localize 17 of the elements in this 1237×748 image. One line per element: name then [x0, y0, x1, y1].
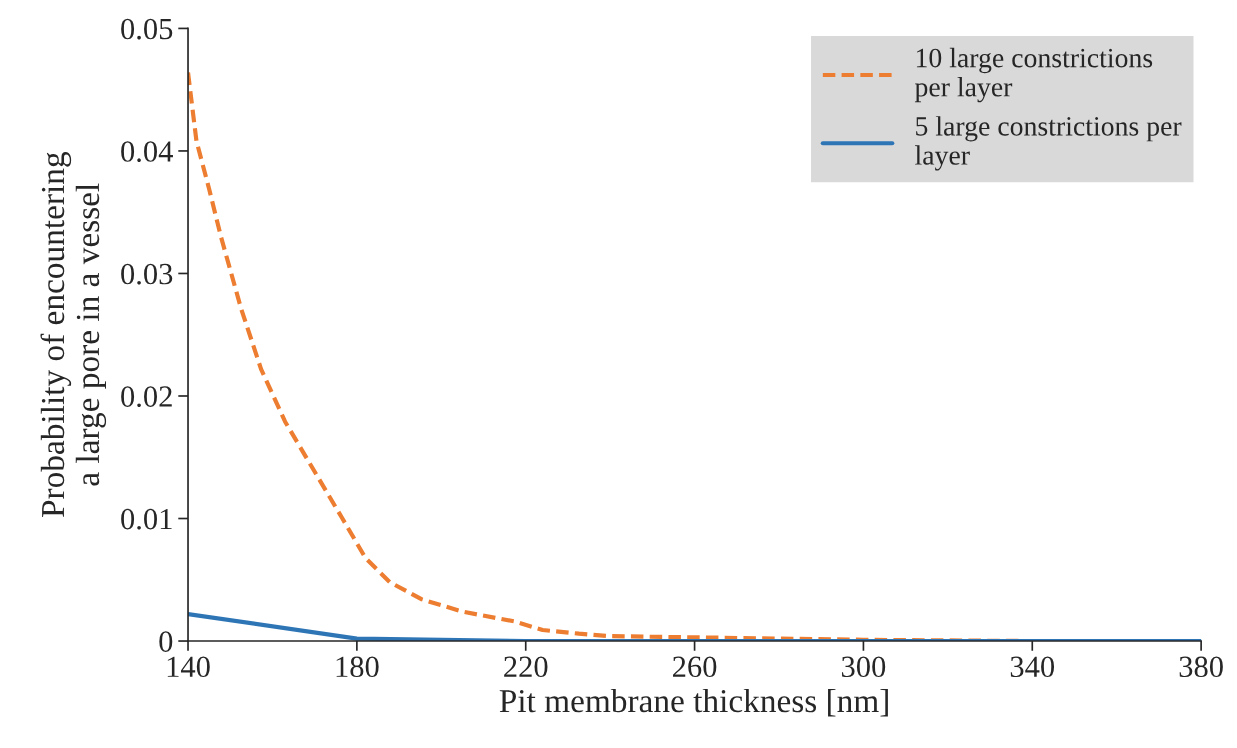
- x-axis-title: Pit membrane thickness [nm]: [499, 688, 888, 717]
- y-tick-label: 0: [159, 631, 173, 652]
- y-tick-label: 0.02: [121, 386, 172, 408]
- legend-label: 10 large constrictions per layer: [914, 47, 1153, 103]
- x-tick-label: 220: [504, 656, 548, 678]
- y-tick-label: 0.03: [121, 263, 173, 285]
- x-tick-label: 340: [1010, 656, 1055, 678]
- legend-label: 5 large constrictions per layer: [915, 116, 1182, 171]
- x-tick-label: 140: [167, 656, 210, 678]
- y-axis-title: Probability of encountering a large pore in a vessel: [40, 152, 107, 518]
- y-tick-label: 0.01: [121, 508, 172, 530]
- x-tick-label: 300: [841, 656, 886, 678]
- x-tick-label: 180: [336, 656, 379, 678]
- y-tick-label: 0.05: [121, 18, 173, 40]
- x-tick-label: 380: [1179, 656, 1223, 678]
- y-tick-label: 0.04: [121, 141, 173, 162]
- x-tick-label: 260: [673, 656, 717, 678]
